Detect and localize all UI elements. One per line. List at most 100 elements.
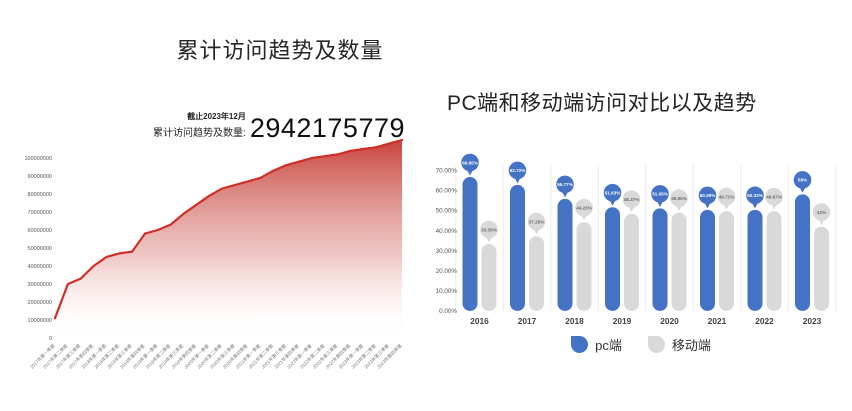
bubble-pointer — [818, 218, 825, 226]
bubble — [508, 161, 527, 180]
bubble-pointer — [514, 176, 521, 184]
bubble-pointer — [580, 214, 588, 221]
bubble-pointer — [609, 199, 616, 206]
bubble — [717, 187, 736, 206]
y-axis-tick-label: 60.00% — [436, 188, 458, 195]
bubble — [746, 186, 764, 205]
bar-pc-2018 — [557, 198, 573, 311]
pc-legend-drop-icon — [571, 336, 589, 353]
bubble — [622, 190, 641, 209]
bubble — [480, 220, 498, 239]
x-axis-year-label: 2023 — [803, 316, 822, 326]
x-axis-year-label: 2022 — [755, 316, 774, 326]
x-axis-year-label: 2020 — [660, 316, 679, 326]
bubble-value-label: 51.05% — [652, 192, 668, 197]
annotation-date: 截止2023年12月 — [187, 112, 246, 121]
y-axis-tick-label: 80000000 — [28, 192, 52, 198]
bubble — [575, 198, 593, 217]
y-axis-tick-label: 50000000 — [28, 246, 52, 252]
bubble-pointer — [561, 190, 569, 198]
x-axis-year-label: 2016 — [470, 316, 489, 326]
area-line — [53, 138, 404, 320]
bar-mobile-2020 — [671, 212, 687, 311]
bar-pc-2020 — [652, 208, 668, 311]
bubble-value-label: 37.28% — [529, 219, 545, 224]
y-axis-tick-label: 0.00% — [439, 308, 457, 315]
bubble-pointer — [751, 201, 759, 209]
bubble — [812, 203, 831, 221]
bubble-pointer — [628, 205, 635, 213]
bar-pc-2019 — [605, 207, 620, 311]
cumulative-area-chart: 0 10000000 20000000 30000000 40000000 5000000… — [24, 138, 404, 370]
bubble-value-label: 51.63% — [605, 191, 621, 196]
bubble-pointer — [704, 201, 711, 209]
bar-mobile-2017 — [529, 236, 544, 311]
bubble — [651, 185, 669, 203]
mobile-legend-drop-icon — [647, 336, 665, 353]
bar-mobile-2016 — [481, 243, 497, 311]
cumulative-annotation: 截止2023年12月 累计访问趋势及数量: 2942175779 — [110, 111, 405, 142]
y-axis-tick-label: 0 — [49, 336, 52, 342]
y-axis-tick-label: 40000000 — [28, 264, 52, 270]
bubble — [556, 175, 574, 194]
x-axis-year-label: 2019 — [613, 316, 632, 326]
bar-pc-2022 — [747, 209, 763, 311]
x-axis-year-label: 2021 — [708, 316, 727, 326]
bar-mobile-2022 — [766, 211, 782, 311]
bubble-value-label: 49.67% — [766, 194, 782, 199]
y-axis-tick-label: 100000000 — [24, 156, 52, 162]
bubble-value-label: 33.35% — [481, 227, 497, 232]
bubble-pointer — [533, 228, 540, 235]
bar-mobile-2018 — [576, 222, 592, 311]
pc-legend-label: pc端 — [595, 338, 622, 353]
pc-mobile-bar-chart: 0.00% 10.00% 20.00% 30.00% 40.00% 50.00% 60.00… — [436, 153, 837, 326]
bubble — [461, 153, 479, 172]
bubble — [670, 189, 688, 207]
bubble-value-label: 66.65% — [462, 160, 478, 165]
bubble-pointer — [770, 203, 778, 210]
y-axis-tick-label: 10000000 — [28, 318, 52, 324]
y-axis-tick-label: 30.00% — [436, 248, 458, 255]
bubble — [765, 187, 783, 206]
y-axis-tick-label: 20000000 — [28, 300, 52, 306]
y-axis-tick-label: 60000000 — [28, 228, 52, 234]
bar-mobile-2019 — [624, 213, 639, 311]
y-axis-tick-label: 70.00% — [436, 168, 458, 175]
bubble-value-label: 48.37% — [624, 197, 640, 202]
y-axis-tick-label: 30000000 — [28, 282, 52, 288]
pc-mobile-chart-title: PC端和移动端访问对比以及趋势 — [447, 92, 757, 115]
bubble-pointer — [799, 186, 806, 193]
legend-item-mobile: 移动端 — [647, 335, 711, 354]
annotation-caption: 截止2023年12月 累计访问趋势及数量: — [153, 111, 246, 142]
bubble-pointer — [485, 235, 493, 243]
bar-pc-2021 — [700, 209, 715, 311]
y-axis-tick-label: 10.00% — [436, 288, 458, 295]
bubble-value-label: 62.72% — [510, 168, 526, 173]
bubble-value-label: 49.71% — [719, 194, 735, 199]
y-axis-tick-label: 70000000 — [28, 210, 52, 216]
y-axis-tick-label: 20.00% — [436, 268, 458, 275]
area-fill — [55, 140, 402, 338]
bubble-value-label: 50.29% — [700, 193, 716, 198]
bubble — [793, 171, 812, 189]
cumulative-total-value: 2942175779 — [249, 113, 405, 143]
mobile-legend-label: 移动端 — [671, 338, 711, 353]
bubble-pointer — [656, 200, 664, 207]
bubble-value-label: 58% — [798, 178, 807, 183]
annotation-label: 累计访问趋势及数量: — [153, 128, 246, 139]
bar-mobile-2021 — [719, 211, 734, 311]
bar-pc-2023 — [795, 194, 810, 311]
cumulative-chart-title: 累计访问趋势及数量 — [176, 38, 384, 63]
x-axis-year-label: 2017 — [518, 316, 537, 326]
y-axis-tick-label: 50.00% — [436, 208, 458, 215]
bubble-value-label: 55.77% — [557, 182, 573, 187]
y-axis-tick-label: 40.00% — [436, 228, 458, 235]
x-axis-year-label: 2018 — [565, 316, 584, 326]
bubble-pointer — [675, 204, 683, 212]
bar-pc-2016 — [462, 177, 478, 311]
bubble-value-label: 44.23% — [576, 205, 592, 210]
bar-pc-2017 — [510, 184, 525, 311]
bubble — [603, 183, 622, 202]
bubble-value-label: 50.33% — [747, 193, 763, 198]
